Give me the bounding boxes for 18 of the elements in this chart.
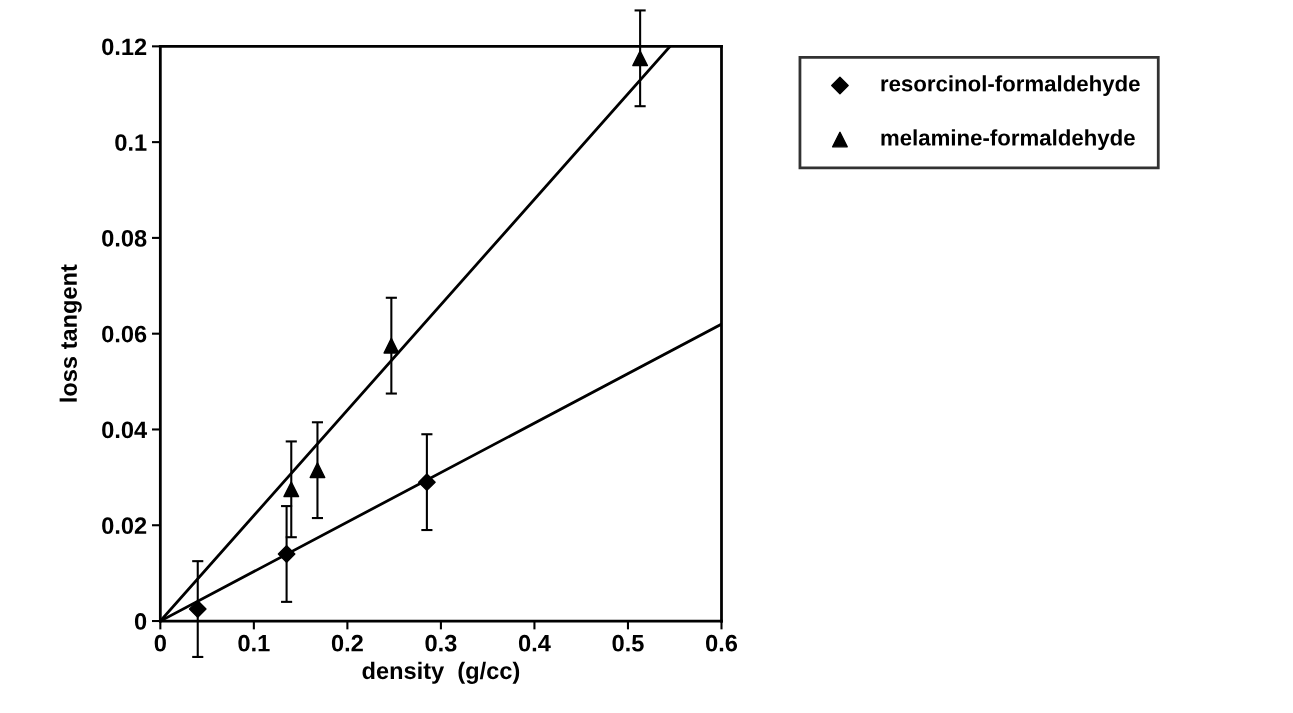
y-tick-label: 0.08 — [102, 229, 147, 247]
x-tick-label: 0.4 — [518, 634, 551, 652]
x-tick-label: 0.5 — [612, 634, 644, 652]
y-tick-label: 0.12 — [102, 38, 147, 56]
x-axis-title: density (g/cc) — [362, 661, 520, 684]
x-tick-label: 0.2 — [331, 634, 363, 652]
y-tick-label: 0.06 — [102, 325, 147, 343]
x-tick-label: 0 — [154, 634, 166, 652]
legend-label: resorcinol-formaldehyde — [881, 75, 1140, 96]
y-axis-title: loss tangent — [59, 264, 82, 402]
x-tick-label: 0.1 — [238, 634, 270, 652]
x-tick-label: 0.6 — [706, 634, 738, 652]
y-tick-label: 0.04 — [102, 421, 148, 439]
legend-label: melamine-formaldehyde — [881, 129, 1135, 150]
x-tick-label: 0.3 — [425, 634, 457, 652]
y-tick-label: 0.02 — [102, 517, 147, 535]
y-tick-label: 0.1 — [115, 134, 147, 151]
y-tick-label: 0 — [134, 613, 147, 630]
